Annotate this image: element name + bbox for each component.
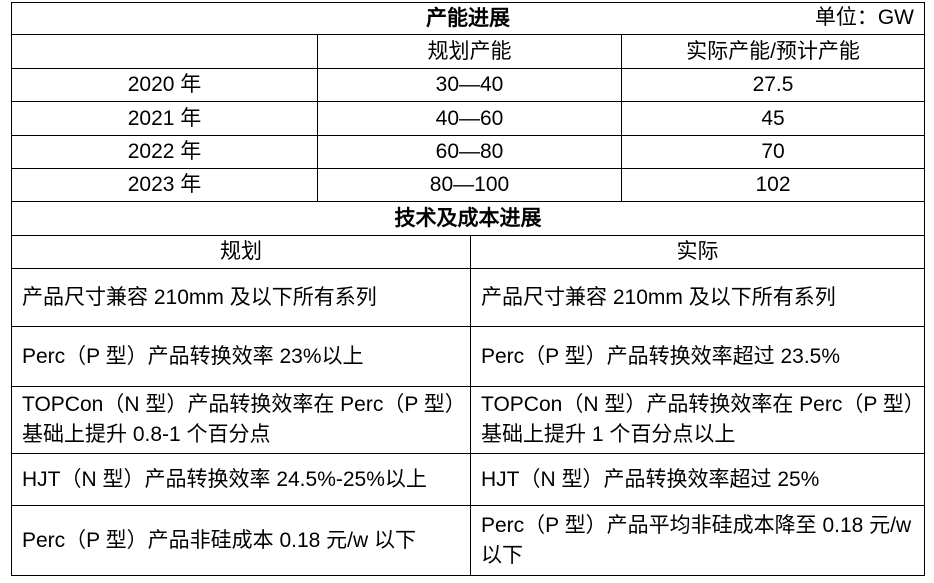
plan-cell: HJT（N 型）产品转换效率 24.5%-25%以上 bbox=[11, 453, 471, 506]
table-row: HJT（N 型）产品转换效率 24.5%-25%以上 HJT（N 型）产品转换效… bbox=[11, 453, 925, 506]
actual-cell: Perc（P 型）产品平均非硅成本降至 0.18 元/w 以下 bbox=[470, 505, 925, 576]
planned-cell: 80—100 bbox=[317, 168, 622, 202]
plan-cell: 产品尺寸兼容 210mm 及以下所有系列 bbox=[11, 268, 471, 327]
actual-cell: 102 bbox=[621, 168, 925, 202]
table-row: 2021 年 40—60 45 bbox=[11, 101, 925, 136]
actual-cell: 70 bbox=[621, 135, 925, 169]
table-row: 2022 年 60—80 70 bbox=[11, 135, 925, 169]
header-plan: 规划 bbox=[11, 235, 471, 269]
table-row: Perc（P 型）产品非硅成本 0.18 元/w 以下 Perc（P 型）产品平… bbox=[11, 505, 925, 576]
actual-cell: TOPCon（N 型）产品转换效率在 Perc（P 型）基础上提升 1 个百分点… bbox=[470, 386, 925, 454]
header-planned: 规划产能 bbox=[317, 34, 622, 69]
table-row: 产品尺寸兼容 210mm 及以下所有系列 产品尺寸兼容 210mm 及以下所有系… bbox=[11, 268, 925, 327]
header-blank bbox=[11, 34, 318, 69]
actual-cell: 45 bbox=[621, 101, 925, 136]
table-row: 2020 年 30—40 27.5 bbox=[11, 68, 925, 102]
actual-cell: HJT（N 型）产品转换效率超过 25% bbox=[470, 453, 925, 506]
capacity-title-row: 产能进展 单位：GW bbox=[11, 2, 925, 35]
year-cell: 2022 年 bbox=[11, 135, 318, 169]
year-cell: 2023 年 bbox=[11, 168, 318, 202]
capacity-title-cell: 产能进展 单位：GW bbox=[11, 2, 925, 35]
actual-cell: 产品尺寸兼容 210mm 及以下所有系列 bbox=[470, 268, 925, 327]
plan-cell: Perc（P 型）产品转换效率 23%以上 bbox=[11, 326, 471, 387]
table-row: Perc（P 型）产品转换效率 23%以上 Perc（P 型）产品转换效率超过 … bbox=[11, 326, 925, 387]
tech-header-row: 规划 实际 bbox=[11, 235, 925, 269]
planned-cell: 40—60 bbox=[317, 101, 622, 136]
table-row: TOPCon（N 型）产品转换效率在 Perc（P 型）基础上提升 0.8-1 … bbox=[11, 386, 925, 454]
capacity-title: 产能进展 bbox=[426, 6, 510, 30]
plan-cell: Perc（P 型）产品非硅成本 0.18 元/w 以下 bbox=[11, 505, 471, 576]
year-cell: 2021 年 bbox=[11, 101, 318, 136]
year-cell: 2020 年 bbox=[11, 68, 318, 102]
plan-cell: TOPCon（N 型）产品转换效率在 Perc（P 型）基础上提升 0.8-1 … bbox=[11, 386, 471, 454]
planned-cell: 30—40 bbox=[317, 68, 622, 102]
header-actual-tech: 实际 bbox=[470, 235, 925, 269]
actual-cell: Perc（P 型）产品转换效率超过 23.5% bbox=[470, 326, 925, 387]
progress-table: 产能进展 单位：GW 规划产能 实际产能/预计产能 2020 年 30—40 2… bbox=[11, 2, 925, 576]
capacity-header-row: 规划产能 实际产能/预计产能 bbox=[11, 34, 925, 69]
planned-cell: 60—80 bbox=[317, 135, 622, 169]
tech-title: 技术及成本进展 bbox=[11, 201, 925, 236]
unit-label: 单位：GW bbox=[814, 6, 914, 29]
tech-title-row: 技术及成本进展 bbox=[11, 201, 925, 236]
actual-cell: 27.5 bbox=[621, 68, 925, 102]
header-actual: 实际产能/预计产能 bbox=[621, 34, 925, 69]
table-row: 2023 年 80—100 102 bbox=[11, 168, 925, 202]
